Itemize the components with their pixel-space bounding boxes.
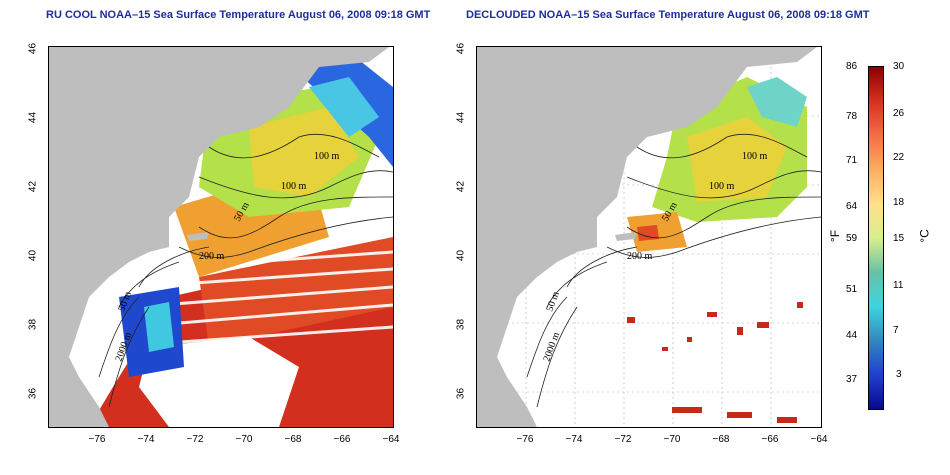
left-contour-label-2: 100 m <box>281 181 307 192</box>
right-lat-tick: 38 <box>455 318 467 331</box>
left-contour-label-1: 100 m <box>314 151 340 162</box>
right-lat-tick: 40 <box>455 249 467 262</box>
left-contour-label-4: 200 m <box>199 251 225 262</box>
colorbar-c-label: 11 <box>893 280 904 291</box>
left-lat-tick: 42 <box>27 180 39 193</box>
right-contour-label-4: 200 m <box>627 251 653 262</box>
right-sst-map: 100 m 100 m 50 m 200 m 50 m 2000 m <box>476 46 822 428</box>
right-map-canvas: 100 m 100 m 50 m 200 m 50 m 2000 m <box>477 47 821 427</box>
right-contour-label-2: 100 m <box>709 181 735 192</box>
colorbar-f-label: 71 <box>846 155 858 166</box>
right-lon-tick: −72 <box>614 434 632 445</box>
left-map-title: RU COOL NOAA–15 Sea Surface Temperature … <box>46 9 431 21</box>
scattered-warm-pixels <box>627 302 803 423</box>
left-lat-tick: 44 <box>27 111 39 124</box>
colorbar-f-label: 44 <box>846 330 858 341</box>
left-lon-tick: −76 <box>88 434 106 445</box>
colorbar-c-label: 3 <box>896 369 902 380</box>
left-lon-tick: −66 <box>333 434 351 445</box>
right-lon-tick: −76 <box>516 434 534 445</box>
bathymetry-contours <box>526 133 821 408</box>
colorbar-f-label: 37 <box>846 374 858 385</box>
right-lon-tick: −64 <box>810 434 828 445</box>
colorbar-c-label: 26 <box>893 108 905 119</box>
temperature-colorbar <box>868 66 884 410</box>
colorbar-f-label: 59 <box>846 233 858 244</box>
colorbar-c-label: 30 <box>893 61 905 72</box>
colorbar-c-label: 22 <box>893 152 905 163</box>
left-lat-tick: 46 <box>27 42 39 55</box>
right-lat-tick: 46 <box>455 42 467 55</box>
land-mass <box>49 47 389 427</box>
left-lon-tick: −70 <box>235 434 253 445</box>
colorbar-c-label: 18 <box>893 197 905 208</box>
colorbar-f-label: 86 <box>846 61 858 72</box>
right-lon-tick: −70 <box>663 434 681 445</box>
left-lon-tick: −64 <box>382 434 400 445</box>
colorbar-f-label: 78 <box>846 111 858 122</box>
left-lat-tick: 40 <box>27 249 39 262</box>
right-lon-tick: −66 <box>761 434 779 445</box>
right-lat-tick: 44 <box>455 111 467 124</box>
celsius-unit-label: °C <box>917 229 932 243</box>
colorbar-c-label: 15 <box>893 233 905 244</box>
left-lon-tick: −72 <box>186 434 204 445</box>
right-lat-tick: 42 <box>455 180 467 193</box>
colorbar-c-label: 7 <box>893 325 899 336</box>
left-sst-map: 100 m 100 m 50 m 200 m 50 m 2000 m <box>48 46 394 428</box>
colorbar-f-label: 64 <box>846 201 858 212</box>
left-lon-tick: −74 <box>137 434 155 445</box>
left-lat-tick: 38 <box>27 318 39 331</box>
left-lat-tick: 36 <box>27 387 39 400</box>
left-map-canvas: 100 m 100 m 50 m 200 m 50 m 2000 m <box>49 47 393 427</box>
right-lat-tick: 36 <box>455 387 467 400</box>
left-lon-tick: −68 <box>284 434 302 445</box>
right-lon-tick: −68 <box>712 434 730 445</box>
bathymetry-contours <box>98 133 393 408</box>
right-lon-tick: −74 <box>565 434 583 445</box>
right-map-title: DECLOUDED NOAA–15 Sea Surface Temperatur… <box>466 9 870 21</box>
colorbar-f-label: 51 <box>846 284 858 295</box>
fahrenheit-unit-label: °F <box>828 229 843 243</box>
right-contour-label-1: 100 m <box>742 151 768 162</box>
land-mass <box>477 47 817 427</box>
